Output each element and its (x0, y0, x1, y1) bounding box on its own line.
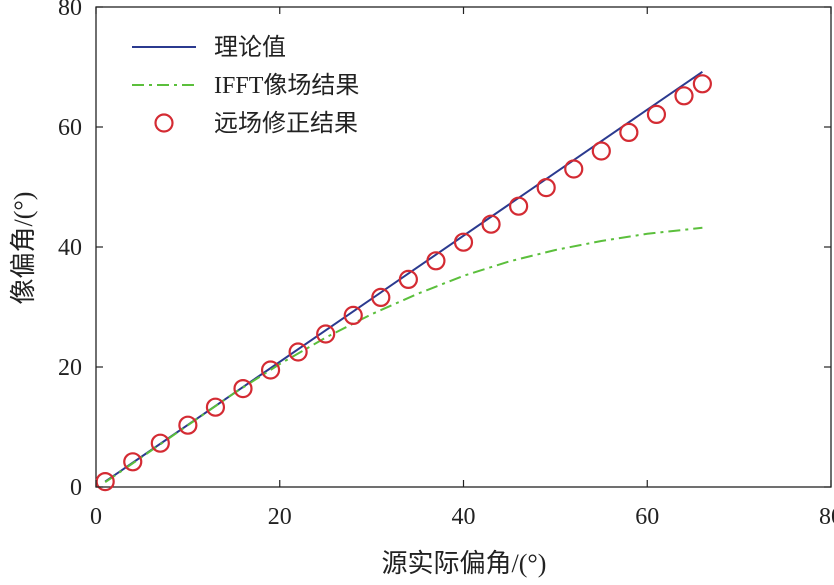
data-point-marker (233, 379, 253, 399)
legend-marker (154, 113, 174, 133)
x-axis-title: 源实际偏角/(°) (382, 549, 547, 578)
series-2 (104, 226, 703, 484)
x-tick-label: 0 (90, 504, 102, 530)
data-point-marker (398, 269, 418, 289)
x-tick-label: 80 (819, 504, 834, 530)
x-tick-label: 20 (268, 504, 292, 530)
data-point-marker (150, 433, 170, 453)
data-point-marker (692, 74, 712, 94)
legend-item: IFFT像场结果 (132, 72, 359, 99)
legend-item: 理论值 (132, 34, 286, 61)
y-tick-label: 40 (58, 235, 82, 261)
y-tick-label: 80 (58, 0, 82, 21)
series-3 (95, 74, 712, 492)
data-point-marker (619, 122, 639, 142)
series-line (104, 226, 703, 484)
data-point-marker (591, 141, 611, 161)
data-point-marker (481, 214, 501, 234)
data-point-marker (178, 415, 198, 435)
x-tick-label: 60 (635, 504, 659, 530)
legend-item: 远场修正结果 (154, 110, 358, 137)
legend-label: IFFT像场结果 (214, 72, 359, 99)
legend-label: 远场修正结果 (214, 110, 358, 137)
data-point-marker (95, 472, 115, 492)
data-point-marker (509, 196, 529, 216)
data-point-marker (123, 452, 143, 472)
y-axis-title: 像偏角/(°) (9, 192, 38, 305)
data-point-marker (316, 324, 336, 344)
data-point-marker (205, 397, 226, 417)
data-point-marker (426, 251, 446, 271)
plot-area (95, 6, 832, 488)
data-point-marker (536, 178, 556, 198)
series-line (104, 70, 703, 483)
data-point-marker (646, 104, 667, 125)
data-point-marker (564, 159, 584, 179)
data-point-marker (453, 232, 474, 252)
legend-label: 理论值 (214, 34, 286, 61)
data-point-marker (288, 342, 308, 362)
y-tick-label: 60 (58, 115, 82, 141)
x-tick-label: 40 (452, 504, 476, 530)
data-point-marker (674, 86, 694, 106)
data-point-marker (343, 305, 363, 325)
series-1 (104, 70, 703, 483)
data-point-marker (371, 287, 391, 307)
series-layer (95, 70, 712, 492)
y-tick-label: 20 (58, 355, 82, 381)
data-point-marker (260, 360, 281, 380)
ticks-layer: 0 20 40 60 80 0 20 40 60 80 (58, 0, 834, 530)
plot-frame (95, 6, 832, 488)
y-tick-label: 0 (70, 475, 82, 501)
